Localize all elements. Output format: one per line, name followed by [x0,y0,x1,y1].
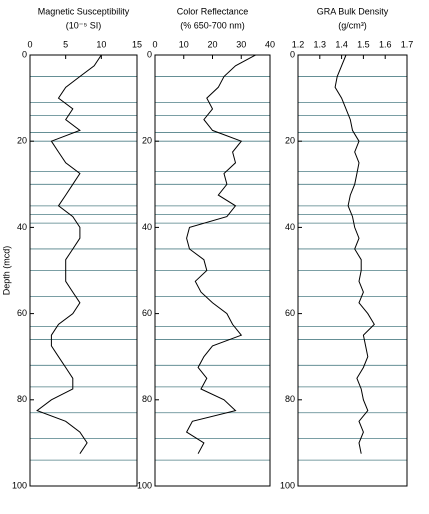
x-tick-label: 1.6 [379,39,392,49]
y-tick-label: 60 [17,308,27,318]
y-tick-label: 100 [12,480,27,490]
y-tick-label: 0 [147,49,152,59]
panel-title: Magnetic Susceptibility [38,6,130,16]
y-tick-label: 40 [17,222,27,232]
x-tick-label: 10 [179,39,189,49]
data-line [334,54,375,454]
x-tick-label: 1.4 [335,39,348,49]
y-axis-label: Depth (mcd) [1,246,11,296]
y-tick-label: 80 [17,394,27,404]
y-tick-label: 80 [285,394,295,404]
panel-title: GRA Bulk Density [317,6,389,16]
x-tick-label: 1.7 [401,39,414,49]
panel-subtitle: (10⁻⁵ SI) [66,20,102,30]
y-tick-label: 20 [142,136,152,146]
y-tick-label: 0 [290,49,295,59]
x-tick-label: 40 [265,39,275,49]
panel-subtitle: (g/cm³) [338,20,367,30]
plot-frame [297,54,408,487]
x-tick-label: 5 [63,39,68,49]
x-tick-label: 0 [152,39,157,49]
data-line [185,54,256,454]
panel-title: Color Reflectance [177,6,249,16]
y-tick-label: 40 [142,222,152,232]
y-tick-label: 80 [142,394,152,404]
x-tick-label: 30 [236,39,246,49]
y-tick-label: 60 [142,308,152,318]
y-tick-label: 20 [285,136,295,146]
y-tick-label: 100 [280,480,295,490]
y-tick-label: 40 [285,222,295,232]
x-tick-label: 10 [96,39,106,49]
x-tick-label: 1.3 [314,39,327,49]
x-tick-label: 1.5 [357,39,370,49]
y-tick-label: 0 [22,49,27,59]
x-tick-label: 1.2 [292,39,305,49]
x-tick-label: 0 [27,39,32,49]
x-tick-label: 15 [132,39,142,49]
y-tick-label: 60 [285,308,295,318]
panel-subtitle: (% 650-700 nm) [180,20,245,30]
plot-frame [154,54,271,487]
y-tick-label: 20 [17,136,27,146]
x-tick-label: 20 [207,39,217,49]
y-tick-label: 100 [137,480,152,490]
data-line [36,54,102,454]
plot-frame [29,54,138,487]
